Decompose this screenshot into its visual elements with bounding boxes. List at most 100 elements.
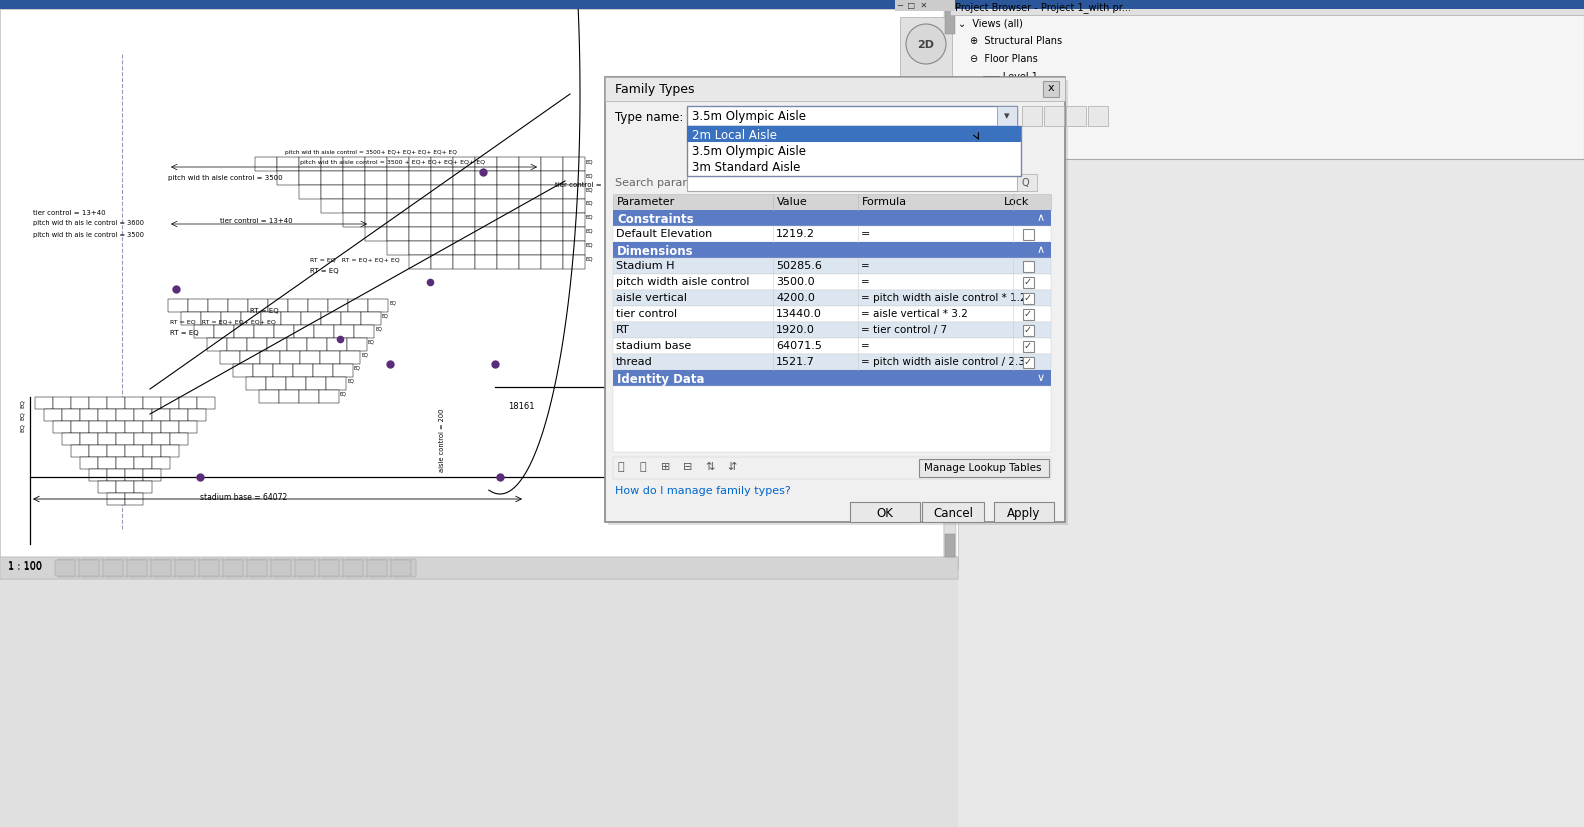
Text: EQ: EQ [586,187,594,192]
Text: 50285.6: 50285.6 [776,261,822,270]
Bar [613,290,1052,307]
Bar [98,457,116,470]
Bar [71,422,89,433]
Bar [409,158,431,172]
Bar [320,351,341,365]
Bar [475,172,497,186]
Bar [89,422,108,433]
Bar [208,338,227,351]
Bar [62,409,81,422]
Bar [944,160,954,189]
Bar [220,351,241,365]
Bar [1023,261,1034,273]
Bar [125,446,143,457]
Bar [497,213,520,227]
Bar [288,299,307,313]
Bar [223,561,242,576]
Bar [82,559,105,577]
Bar [371,559,391,577]
Bar [116,409,135,422]
Text: ⇵: ⇵ [727,461,737,471]
Bar [364,213,386,227]
Bar [81,409,98,422]
Bar [125,398,143,409]
Text: ⌄  Views (all): ⌄ Views (all) [958,18,1023,28]
Bar [613,227,1052,242]
Bar [475,213,497,227]
Text: pitch wid th ais le control = 3500: pitch wid th ais le control = 3500 [33,232,144,237]
Bar [255,158,277,172]
Bar [542,213,562,227]
Bar [431,186,453,200]
Text: Project Browser - Project 1_with pr...: Project Browser - Project 1_with pr... [955,2,1131,13]
Bar [453,241,475,256]
Bar [497,158,520,172]
Bar [613,307,1052,323]
Bar [944,10,957,557]
Text: pitch width aisle control: pitch width aisle control [616,277,749,287]
Text: 1 : 100: 1 : 100 [8,562,43,571]
Text: ─  □  ✕: ─ □ ✕ [897,1,927,10]
Bar [497,241,520,256]
Bar [386,158,409,172]
Text: Cancel: Cancel [933,506,973,519]
Bar [562,158,584,172]
Text: =: = [862,277,870,287]
Bar [613,195,1052,211]
Bar [44,409,62,422]
Bar [453,158,475,172]
Bar [260,390,279,404]
Bar [266,378,287,390]
Text: aisle control = 200: aisle control = 200 [439,408,445,471]
Bar [409,186,431,200]
Text: OK: OK [876,506,893,519]
Text: Parameter: Parameter [618,197,675,207]
Bar [135,457,152,470]
Text: ✓: ✓ [1023,356,1033,366]
Bar [431,213,453,227]
Text: ✓: ✓ [1023,277,1033,287]
Bar [295,561,315,576]
Bar [222,313,241,326]
Bar [475,158,497,172]
Bar [103,561,124,576]
Bar [386,172,409,186]
Text: tier control = 13+40: tier control = 13+40 [220,218,293,224]
Bar [409,256,431,270]
Bar [1042,82,1060,98]
Bar [196,398,215,409]
Text: 13440.0: 13440.0 [776,308,822,318]
Bar [364,200,386,213]
Bar [361,313,382,326]
Bar [542,200,562,213]
Bar [169,433,188,446]
Bar [475,241,497,256]
Bar [542,227,562,241]
Bar [562,256,584,270]
Bar [542,158,562,172]
Bar [247,561,268,576]
Bar [996,107,1017,127]
Bar [98,409,116,422]
Text: EQ: EQ [19,423,24,432]
Bar [687,127,1022,143]
Bar [201,313,222,326]
Text: 18161: 18161 [508,402,534,410]
Bar [613,457,1052,480]
Bar [127,561,147,576]
Bar [108,446,125,457]
Text: EQ: EQ [341,391,347,396]
Bar [344,213,364,227]
Bar [341,351,360,365]
Bar [214,326,234,338]
Bar [130,559,152,577]
Text: Default Elevation: Default Elevation [616,229,713,239]
Text: >: > [610,384,618,394]
Bar [125,422,143,433]
Bar [345,559,367,577]
Bar [895,0,955,12]
Bar [1023,357,1034,369]
Text: pitch wid th aisle control = 3500: pitch wid th aisle control = 3500 [168,174,282,181]
Text: 1521.7: 1521.7 [776,356,814,366]
Bar [605,78,1064,102]
